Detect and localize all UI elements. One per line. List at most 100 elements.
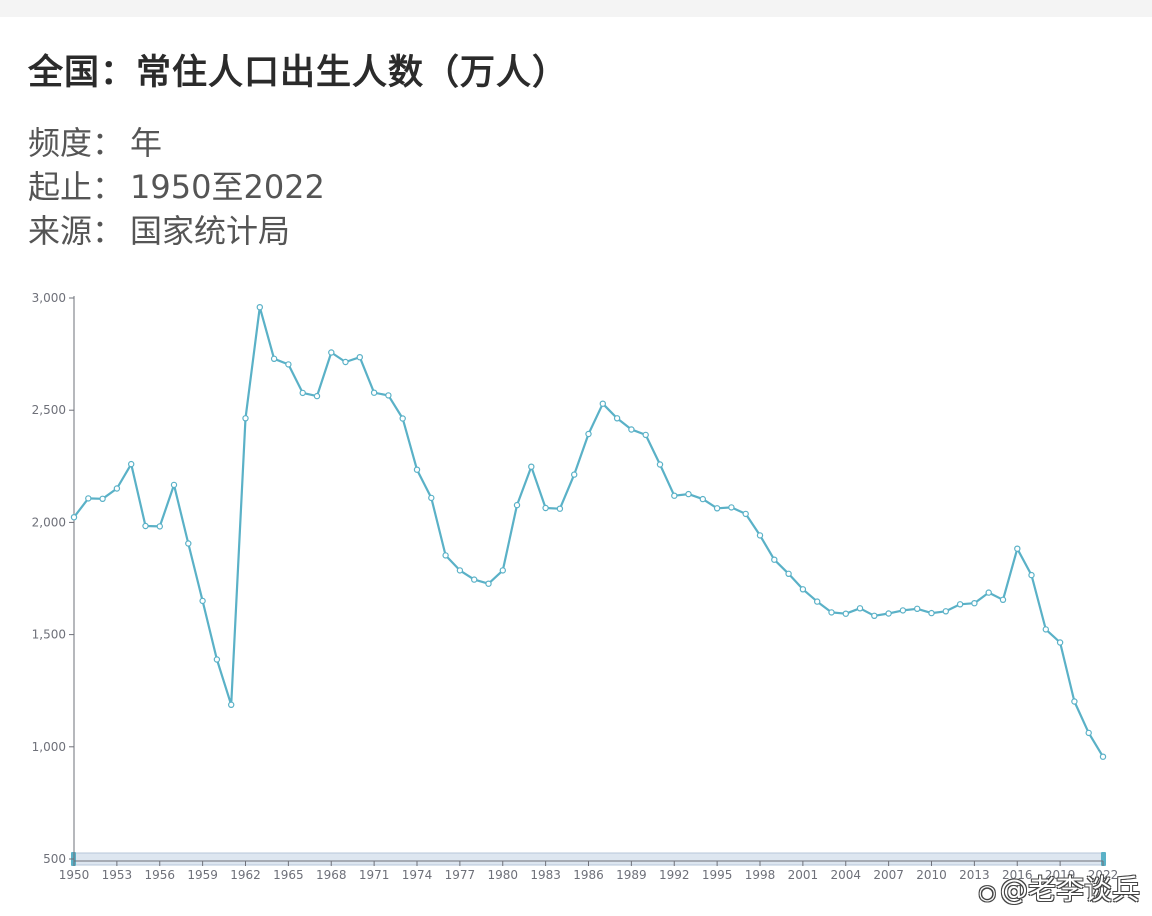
data-point — [956, 601, 964, 608]
x-tick-label: 2013 — [959, 868, 990, 880]
x-tick-label: 1980 — [487, 868, 518, 880]
data-point — [499, 567, 506, 574]
data-point — [356, 354, 363, 361]
frequency-label: 频度： — [28, 124, 125, 162]
data-point — [285, 361, 292, 368]
x-tick-label: 1965 — [273, 868, 304, 880]
data-point — [656, 461, 664, 468]
x-tick-label: 1989 — [616, 868, 647, 880]
top-bar — [0, 0, 1152, 17]
data-point — [213, 656, 221, 663]
x-tick-label: 1995 — [702, 868, 733, 880]
data-point — [1085, 729, 1092, 737]
data-point — [85, 495, 92, 502]
data-point — [1028, 571, 1035, 579]
x-tick-label: 1998 — [745, 868, 776, 880]
meta-frequency: 频度：年 — [28, 118, 162, 164]
x-tick-label: 1974 — [402, 868, 433, 880]
data-point — [113, 485, 121, 492]
x-tick-label: 1971 — [359, 868, 390, 880]
x-tick-label: 1950 — [59, 868, 90, 880]
data-point — [127, 460, 135, 468]
weibo-icon: ◉ — [978, 880, 996, 904]
data-point — [170, 481, 178, 489]
data-point — [513, 501, 521, 509]
data-point — [871, 612, 878, 620]
source-value: 国家统计局 — [130, 212, 291, 250]
data-point — [256, 304, 263, 311]
data-point — [971, 600, 978, 607]
data-point — [413, 466, 421, 473]
data-point — [613, 415, 621, 422]
x-tick-label: 2016 — [1002, 868, 1033, 880]
data-point — [942, 608, 950, 615]
data-point — [556, 505, 564, 512]
data-point — [471, 576, 478, 583]
x-tick-label: 2010 — [916, 868, 947, 880]
data-point — [442, 552, 449, 559]
x-tick-label: 2004 — [830, 868, 861, 880]
data-point — [270, 355, 278, 362]
data-point — [571, 471, 578, 478]
range-label: 起止： — [28, 168, 125, 206]
data-point — [642, 431, 649, 439]
data-point — [914, 605, 921, 613]
data-point — [70, 514, 78, 521]
data-point — [628, 426, 635, 433]
source-label: 来源： — [28, 212, 125, 250]
x-tick-label: 2022 — [1088, 868, 1119, 880]
data-point — [1071, 698, 1078, 705]
data-point — [899, 607, 907, 614]
x-tick-label: 1959 — [187, 868, 218, 880]
zoom-handle-right — [1101, 852, 1106, 866]
data-point — [142, 522, 149, 530]
watermark: ◉ @老李谈兵 — [979, 868, 1140, 908]
y-tick-label: 1,000 — [32, 740, 66, 754]
data-point — [1014, 545, 1021, 552]
meta-range: 起止： 1950至2022 — [28, 162, 325, 208]
data-point — [428, 494, 435, 502]
data-point — [156, 523, 163, 530]
y-tick-label: 500 — [43, 852, 66, 866]
y-tick-label: 1,500 — [32, 628, 66, 642]
data-point — [399, 415, 406, 422]
data-point — [599, 400, 607, 407]
x-tick-label: 2007 — [873, 868, 904, 880]
data-point — [828, 609, 835, 616]
data-point — [227, 701, 235, 709]
data-point — [685, 490, 692, 498]
x-tick-label: 1983 — [530, 868, 561, 880]
data-point — [185, 540, 192, 547]
data-point — [342, 358, 349, 366]
data-point — [99, 495, 106, 502]
data-point — [699, 495, 707, 503]
data-point — [299, 389, 306, 397]
data-point — [671, 492, 678, 499]
data-point — [1099, 753, 1107, 760]
data-point — [856, 605, 864, 612]
data-point — [985, 589, 992, 596]
data-point — [370, 389, 378, 396]
x-tick-label: 1986 — [573, 868, 604, 880]
data-point — [928, 609, 935, 617]
chart-title: 全国：常住人口出生人数（万人） — [28, 53, 569, 93]
data-point — [385, 392, 392, 399]
data-point — [999, 596, 1007, 604]
data-point — [456, 567, 464, 574]
data-point — [485, 580, 492, 587]
data-point — [799, 586, 807, 593]
data-point — [742, 510, 749, 518]
y-tick-label: 2,000 — [32, 515, 66, 529]
x-tick-label: 1968 — [316, 868, 347, 880]
data-point — [542, 504, 549, 512]
x-tick-label: 2019 — [1045, 868, 1076, 880]
data-point — [814, 598, 821, 605]
data-point — [713, 505, 721, 512]
data-point — [313, 392, 321, 400]
data-point — [585, 430, 592, 438]
data-point — [328, 349, 335, 356]
data-point — [528, 463, 535, 470]
data-point — [199, 597, 206, 605]
data-point — [771, 556, 778, 563]
x-tick-label: 1977 — [445, 868, 476, 880]
